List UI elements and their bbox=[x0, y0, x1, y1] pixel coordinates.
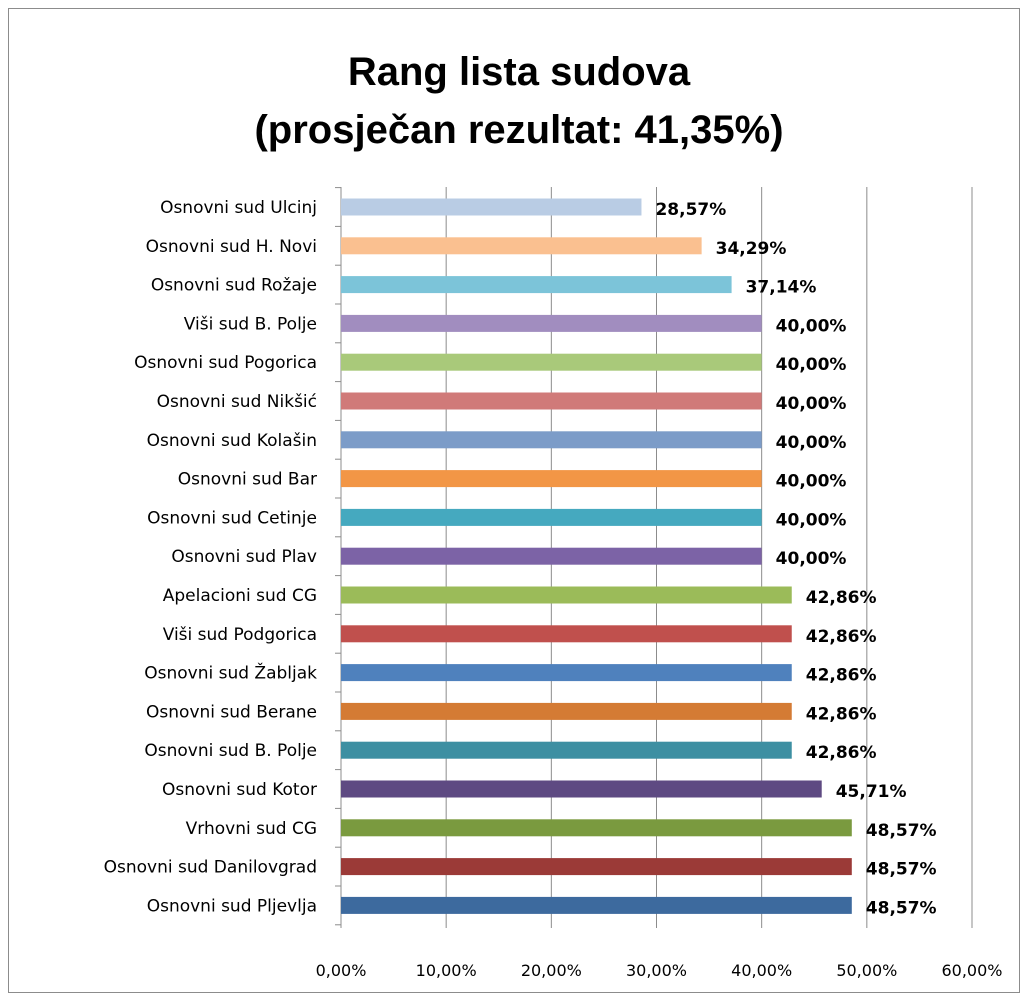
x-tick-label: 20,00% bbox=[521, 961, 582, 980]
data-label: 40,00% bbox=[776, 549, 847, 569]
category-label: Osnovni sud Rožaje bbox=[151, 276, 317, 296]
category-label: Osnovni sud Kolašin bbox=[147, 431, 317, 451]
data-label: 40,00% bbox=[776, 355, 847, 375]
category-label: Vrhovni sud CG bbox=[186, 819, 317, 839]
bar bbox=[341, 819, 852, 837]
data-label: 40,00% bbox=[776, 394, 847, 414]
data-label: 40,00% bbox=[776, 510, 847, 530]
category-label: Osnovni sud Plav bbox=[171, 547, 317, 567]
bar bbox=[341, 586, 792, 604]
category-label: Osnovni sud Cetinje bbox=[147, 508, 317, 528]
data-label: 37,14% bbox=[746, 278, 817, 298]
bar bbox=[341, 508, 762, 526]
bars bbox=[341, 198, 852, 914]
category-label: Osnovni sud Žabljak bbox=[144, 662, 317, 684]
bar bbox=[341, 702, 792, 720]
data-label: 40,00% bbox=[776, 433, 847, 453]
data-label: 48,57% bbox=[866, 898, 937, 918]
chart-title: Rang lista sudova bbox=[348, 50, 691, 94]
x-tick-label: 30,00% bbox=[626, 961, 687, 980]
x-tick-label: 0,00% bbox=[316, 961, 367, 980]
category-label: Viši sud B. Polje bbox=[184, 314, 317, 334]
bar bbox=[341, 664, 792, 682]
data-label: 42,86% bbox=[806, 743, 877, 763]
data-label: 42,86% bbox=[806, 588, 877, 608]
bar bbox=[341, 431, 762, 449]
bar bbox=[341, 547, 762, 565]
category-label: Osnovni sud Kotor bbox=[162, 780, 317, 800]
x-tick-label: 40,00% bbox=[731, 961, 792, 980]
data-label: 45,71% bbox=[836, 782, 907, 802]
category-label: Osnovni sud Danilovgrad bbox=[104, 858, 317, 878]
bar bbox=[341, 741, 792, 759]
category-label: Viši sud Podgorica bbox=[163, 625, 317, 645]
category-label: Apelacioni sud CG bbox=[163, 586, 317, 606]
bar bbox=[341, 198, 642, 216]
category-label: Osnovni sud Pogorica bbox=[134, 353, 317, 373]
data-label: 40,00% bbox=[776, 316, 847, 336]
gridlines bbox=[335, 187, 973, 928]
category-label: Osnovni sud Ulcinj bbox=[160, 198, 317, 218]
data-label: 42,86% bbox=[806, 627, 877, 647]
data-label: 40,00% bbox=[776, 472, 847, 492]
bar bbox=[341, 392, 762, 410]
chart-subtitle: (prosječan rezultat: 41,35%) bbox=[254, 108, 783, 152]
data-label: 48,57% bbox=[866, 821, 937, 841]
data-label: 28,57% bbox=[655, 200, 726, 220]
bar bbox=[341, 353, 762, 371]
bar bbox=[341, 896, 852, 914]
bar bbox=[341, 625, 792, 643]
category-label: Osnovni sud Nikšić bbox=[157, 392, 317, 412]
data-label: 34,29% bbox=[716, 239, 787, 259]
labels: 0,00% 10,00% 20,00% 30,00% 40,00% 50,00% 60,00… bbox=[104, 198, 1003, 980]
bar bbox=[341, 858, 852, 876]
x-tick-label: 50,00% bbox=[836, 961, 897, 980]
data-label: 42,86% bbox=[806, 666, 877, 686]
category-label: Osnovni sud Berane bbox=[146, 702, 317, 722]
x-tick-label: 10,00% bbox=[416, 961, 477, 980]
bar bbox=[341, 470, 762, 488]
category-label: Osnovni sud Pljevlja bbox=[147, 896, 317, 916]
category-label: Osnovni sud B. Polje bbox=[144, 741, 317, 761]
bar bbox=[341, 237, 702, 255]
category-label: Osnovni sud Bar bbox=[178, 470, 317, 490]
data-label: 48,57% bbox=[866, 860, 937, 880]
x-tick-label: 60,00% bbox=[941, 961, 1002, 980]
data-label: 42,86% bbox=[806, 704, 877, 724]
bar bbox=[341, 314, 762, 332]
bar bbox=[341, 276, 732, 294]
bar bbox=[341, 780, 822, 798]
category-label: Osnovni sud H. Novi bbox=[146, 237, 317, 257]
